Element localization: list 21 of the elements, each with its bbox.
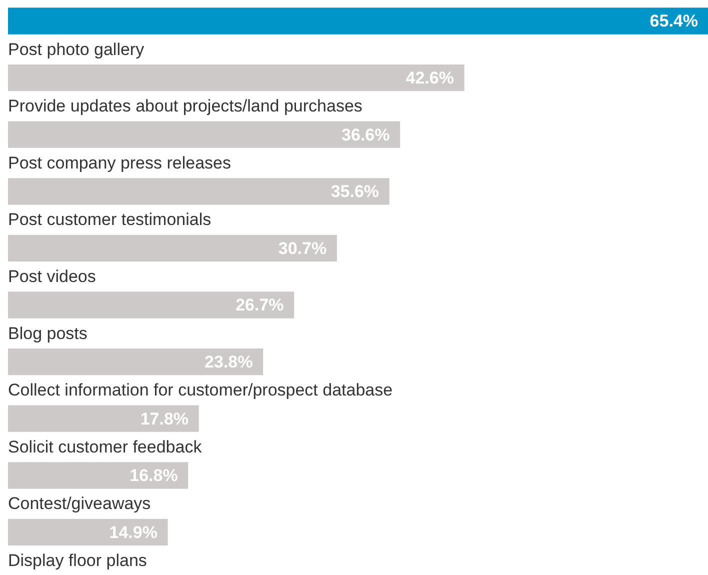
bar — [8, 121, 400, 148]
bar — [8, 348, 264, 376]
y-tick-label: Collect information for customer/prospect database — [8, 380, 393, 400]
bar — [8, 8, 708, 34]
y-tick-label: Contest/giveaways — [8, 494, 151, 514]
y-tick-label: Display floor plans — [8, 551, 147, 570]
y-tick-label: Post customer testimonials — [8, 210, 212, 230]
y-tick-label: Post photo gallery — [8, 40, 145, 59]
bar — [8, 518, 168, 546]
y-tick-label: Provide updates about projects/land purchases — [8, 96, 362, 116]
bar — [8, 462, 188, 489]
data-label: 65.4% — [650, 12, 698, 31]
bar — [8, 64, 464, 92]
y-tick-label: Post company press releases — [8, 153, 231, 172]
bar — [8, 405, 199, 432]
y-tick-label: Post videos — [8, 267, 96, 286]
bar — [8, 178, 390, 205]
bar — [8, 234, 337, 262]
y-tick-label: Solicit customer feedback — [8, 437, 202, 456]
y-tick-label: Blog posts — [8, 324, 88, 343]
bar — [8, 292, 294, 318]
